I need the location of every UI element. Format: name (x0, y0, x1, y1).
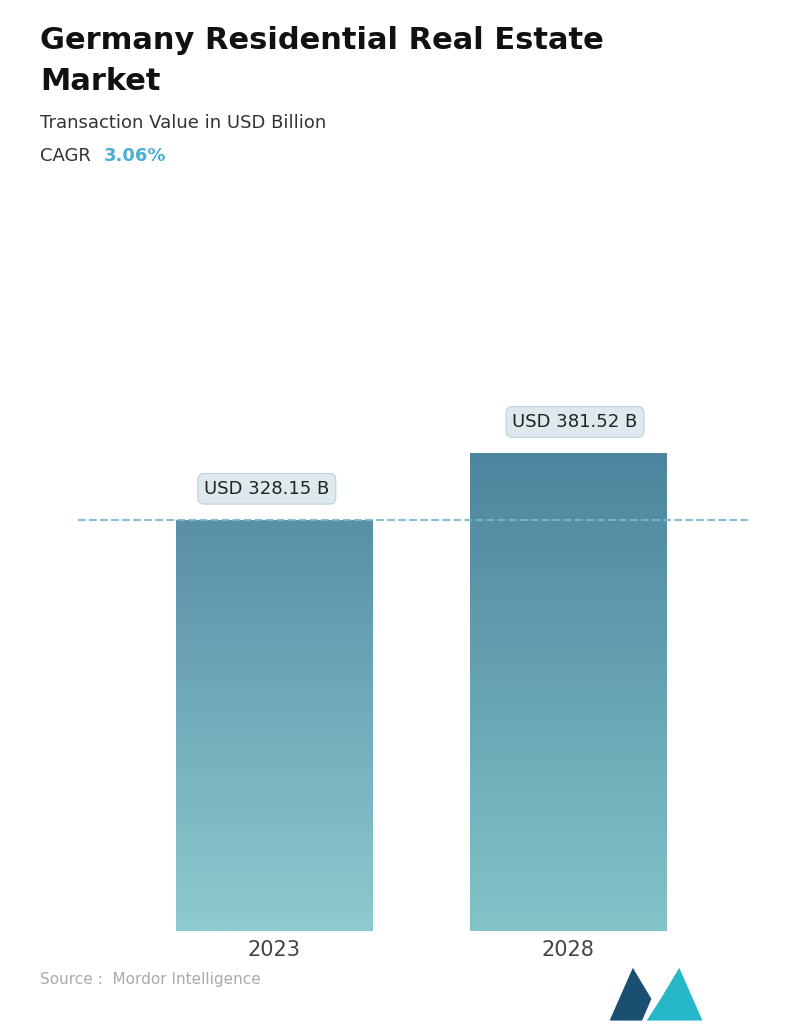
Text: 3.06%: 3.06% (103, 147, 166, 164)
Text: Transaction Value in USD Billion: Transaction Value in USD Billion (40, 114, 326, 131)
Text: Market: Market (40, 67, 160, 96)
Text: Germany Residential Real Estate: Germany Residential Real Estate (40, 26, 603, 55)
Text: CAGR: CAGR (40, 147, 91, 164)
Polygon shape (610, 968, 651, 1021)
Polygon shape (646, 968, 703, 1021)
Text: Source :  Mordor Intelligence: Source : Mordor Intelligence (40, 972, 260, 987)
Text: USD 328.15 B: USD 328.15 B (205, 480, 330, 497)
Text: USD 381.52 B: USD 381.52 B (513, 413, 638, 431)
